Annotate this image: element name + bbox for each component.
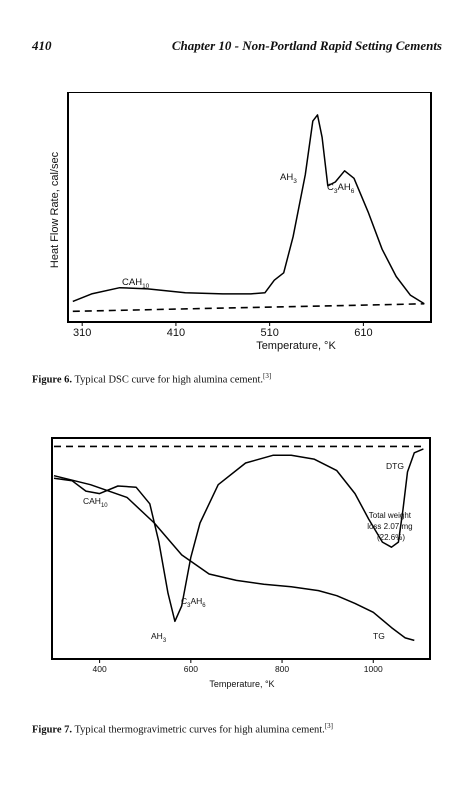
figure7-plot-frame — [51, 437, 431, 660]
figure6-caption-label: Figure 6. — [32, 374, 73, 386]
figure6-xtick-label-610: 610 — [354, 327, 372, 339]
figure7-xtick-label-400: 400 — [93, 664, 107, 674]
figure7-xtick-label-1000: 1000 — [364, 664, 383, 674]
figure6-series-curve-0 — [72, 114, 425, 305]
figure7-annotation-dtg: DTG — [386, 461, 404, 471]
figure7-series-tg-1 — [53, 474, 415, 642]
figure7-annotation-tg: TG — [373, 631, 385, 641]
figure6-xtick-label-410: 410 — [167, 327, 185, 339]
figure6-annotation-ah3: AH3 — [280, 172, 297, 185]
figure6-ylabel: Heat Flow Rate, cal/sec — [49, 151, 61, 268]
figure7-xlabel: Temperature, °K — [209, 679, 274, 689]
figure7-series-dtg-0 — [53, 448, 424, 623]
figure7-caption-label: Figure 7. — [32, 724, 73, 736]
figure6-annotation-c3ah6: C3AH6 — [327, 182, 355, 195]
figure6-caption-ref: [3] — [263, 372, 272, 380]
figure6-series-baseline-1 — [72, 303, 425, 313]
figure7-xtick-label-600: 600 — [184, 664, 198, 674]
page-number: 410 — [32, 38, 52, 53]
figure7-chart: 400 600 800 1000 Temperature, °K CAH10 AH3 … — [51, 437, 431, 689]
figure7-annotation-c3ah6: C3AH6 — [181, 596, 206, 609]
chapter-title: Chapter 10 - Non-Portland Rapid Setting … — [171, 38, 442, 53]
page-header: 410 Chapter 10 - Non-Portland Rapid Sett… — [32, 38, 442, 56]
figure7-caption-text: Typical thermogravimetric curves for hig… — [72, 724, 325, 736]
figure6-xlabel: Temperature, °K — [256, 340, 336, 352]
figure7-caption: Figure 7. Typical thermogravimetric curv… — [32, 722, 333, 736]
figure6-plot-frame — [67, 92, 432, 323]
figure7-annotation-ah3: AH3 — [151, 631, 167, 644]
figure7-caption-ref: [3] — [324, 722, 333, 730]
figure7-xtick-label-800: 800 — [275, 664, 289, 674]
figure6-caption-text: Typical DSC curve for high alumina cemen… — [72, 374, 264, 386]
figure6-caption: Figure 6. Typical DSC curve for high alu… — [32, 372, 271, 386]
figure7-annotation-weight-loss: Total weight loss 2.07 mg (22.6%) — [367, 511, 415, 542]
figure6-xtick-label-510: 510 — [260, 327, 278, 339]
figure6-chart: Heat Flow Rate, cal/sec 310 410 510 610 Tem… — [49, 92, 432, 352]
figure6-xtick-label-310: 310 — [73, 327, 91, 339]
figure7-annotation-cah10: CAH10 — [83, 496, 108, 509]
figure6-annotation-cah10: CAH10 — [122, 277, 150, 290]
